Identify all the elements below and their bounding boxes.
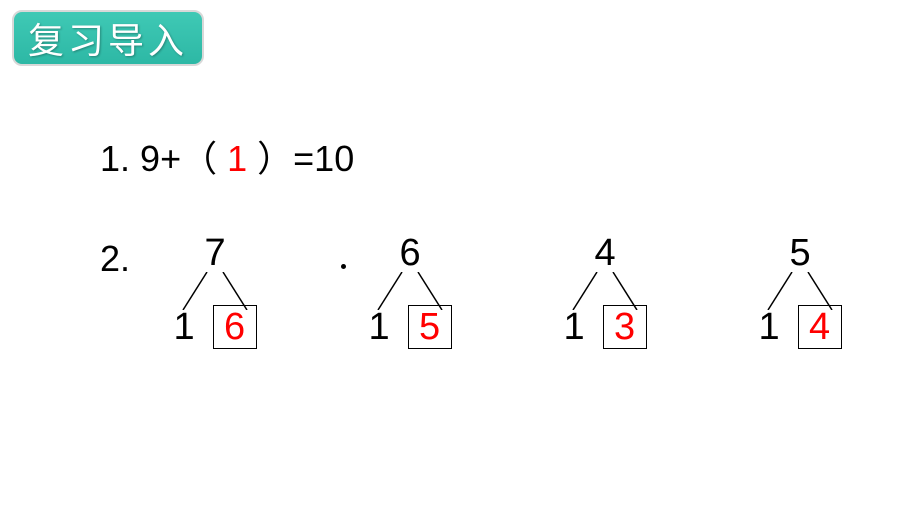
question-2: 2. 7 1 6 6 1 (100, 232, 865, 349)
bond-left: 1 (563, 306, 584, 349)
bond-right-box: 4 (798, 305, 842, 349)
q1-right: ）=10 (257, 138, 354, 179)
q1-number: 1. (100, 138, 130, 179)
bond-bottom: 1 4 (735, 305, 865, 349)
q1-fill: 1 (227, 138, 247, 179)
bond-bottom: 1 5 (345, 305, 475, 349)
number-bonds-row: 7 1 6 6 1 5 (150, 232, 865, 349)
bond-top: 5 (735, 232, 865, 275)
question-1: 1. 9+（ 1 ）=10 (100, 130, 865, 182)
bond-left: 1 (368, 306, 389, 349)
bond-right-box: 5 (408, 305, 452, 349)
badge-text: 复习导入 (28, 12, 188, 64)
content-area: 1. 9+（ 1 ）=10 2. 7 1 6 6 (100, 130, 865, 349)
bond-right-box: 6 (213, 305, 257, 349)
bond-lines-icon (175, 272, 255, 310)
bond-lines-icon (760, 272, 840, 310)
bond-top: 6 (345, 232, 475, 275)
bond-left: 1 (758, 306, 779, 349)
review-badge: 复习导入 (12, 10, 204, 66)
number-bond: 5 1 4 (735, 232, 865, 349)
number-bond: 6 1 5 (345, 232, 475, 349)
bond-lines-icon (370, 272, 450, 310)
number-bond: 4 1 3 (540, 232, 670, 349)
bond-left: 1 (173, 306, 194, 349)
q2-number: 2. (100, 238, 130, 280)
bond-right-box: 3 (603, 305, 647, 349)
bond-bottom: 1 6 (150, 305, 280, 349)
bond-lines-icon (565, 272, 645, 310)
number-bond: 7 1 6 (150, 232, 280, 349)
bond-bottom: 1 3 (540, 305, 670, 349)
q1-left: 9+（ (140, 138, 217, 179)
bond-top: 4 (540, 232, 670, 275)
bond-top: 7 (150, 232, 280, 275)
